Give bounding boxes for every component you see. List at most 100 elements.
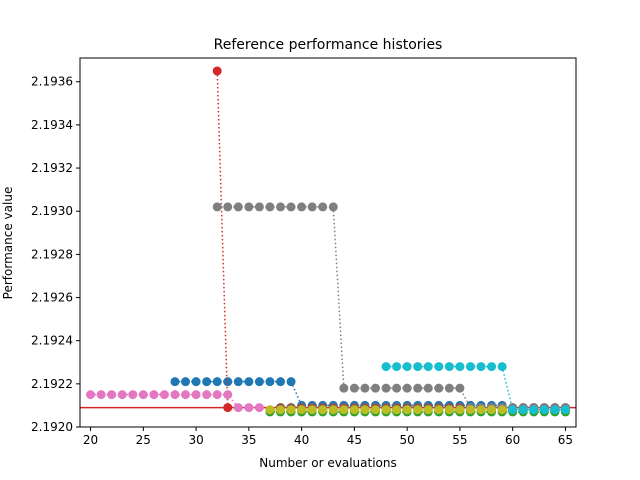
data-point: [307, 202, 317, 212]
x-tick-label: 20: [83, 433, 98, 447]
data-point: [370, 405, 380, 415]
y-tick-label: 2.1922: [31, 377, 73, 391]
data-point: [202, 377, 212, 387]
series-line: [217, 206, 566, 409]
data-point: [423, 362, 433, 372]
data-point: [212, 66, 222, 76]
series-9: [381, 362, 570, 415]
data-point: [497, 362, 507, 372]
data-point: [265, 377, 275, 387]
y-tick-label: 2.1928: [31, 247, 73, 261]
y-tick-label: 2.1934: [31, 118, 73, 132]
y-tick-label: 2.1924: [31, 334, 73, 348]
data-point: [381, 405, 391, 415]
data-point: [392, 362, 402, 372]
data-point: [392, 405, 402, 415]
data-point: [276, 405, 286, 415]
data-point: [117, 390, 127, 400]
data-point: [370, 383, 380, 393]
data-point: [455, 383, 465, 393]
data-point: [181, 377, 191, 387]
x-tick-label: 45: [347, 433, 362, 447]
data-point: [476, 362, 486, 372]
data-point: [349, 405, 359, 415]
series-6: [86, 390, 264, 413]
data-point: [381, 383, 391, 393]
data-point: [170, 390, 180, 400]
data-point: [254, 377, 264, 387]
data-point: [318, 202, 328, 212]
data-point: [487, 405, 497, 415]
data-point: [328, 405, 338, 415]
x-tick-label: 50: [400, 433, 415, 447]
data-point: [413, 383, 423, 393]
series-layer: [80, 66, 576, 417]
data-point: [444, 383, 454, 393]
data-point: [508, 405, 518, 415]
data-point: [413, 362, 423, 372]
data-point: [476, 405, 486, 415]
data-point: [244, 403, 254, 413]
series-3: [212, 66, 233, 413]
x-tick-label: 30: [188, 433, 203, 447]
data-point: [455, 405, 465, 415]
data-point: [276, 377, 286, 387]
data-point: [254, 202, 264, 212]
data-point: [360, 405, 370, 415]
x-tick-label: 55: [452, 433, 467, 447]
data-point: [286, 405, 296, 415]
data-point: [202, 390, 212, 400]
data-point: [444, 405, 454, 415]
axes: 20 25 30 35 40 45 50 55 60 65 2.1920 2.1922 2.1924 2.…: [31, 57, 577, 447]
data-point: [223, 390, 233, 400]
data-point: [381, 362, 391, 372]
data-point: [254, 403, 264, 413]
data-point: [297, 405, 307, 415]
data-point: [465, 362, 475, 372]
data-point: [423, 383, 433, 393]
data-point: [159, 390, 169, 400]
data-point: [392, 383, 402, 393]
data-point: [286, 377, 296, 387]
data-point: [233, 377, 243, 387]
data-point: [233, 403, 243, 413]
x-tick-label: 60: [505, 433, 520, 447]
data-point: [402, 383, 412, 393]
data-point: [560, 405, 570, 415]
data-point: [487, 362, 497, 372]
data-point: [518, 405, 528, 415]
data-point: [233, 202, 243, 212]
data-point: [307, 405, 317, 415]
data-point: [328, 202, 338, 212]
data-point: [223, 403, 233, 413]
data-point: [423, 405, 433, 415]
data-point: [434, 383, 444, 393]
data-point: [529, 405, 539, 415]
y-axis-title: Performance value: [1, 187, 15, 300]
data-point: [402, 362, 412, 372]
x-tick-label: 25: [136, 433, 151, 447]
data-point: [265, 202, 275, 212]
data-point: [276, 202, 286, 212]
data-point: [212, 377, 222, 387]
data-point: [212, 202, 222, 212]
data-point: [455, 362, 465, 372]
data-point: [265, 405, 275, 415]
data-point: [413, 405, 423, 415]
data-point: [497, 405, 507, 415]
x-axis-title: Number or evaluations: [259, 456, 396, 470]
x-tick-label: 35: [241, 433, 256, 447]
data-point: [318, 405, 328, 415]
chart-title: Reference performance histories: [214, 37, 443, 53]
y-tick-label: 2.1936: [31, 75, 73, 89]
data-point: [244, 377, 254, 387]
y-tick-label: 2.1932: [31, 161, 73, 175]
data-point: [223, 377, 233, 387]
data-point: [550, 405, 560, 415]
y-tick-label: 2.1930: [31, 204, 73, 218]
data-point: [191, 377, 201, 387]
series-8: [265, 405, 507, 415]
data-point: [402, 405, 412, 415]
